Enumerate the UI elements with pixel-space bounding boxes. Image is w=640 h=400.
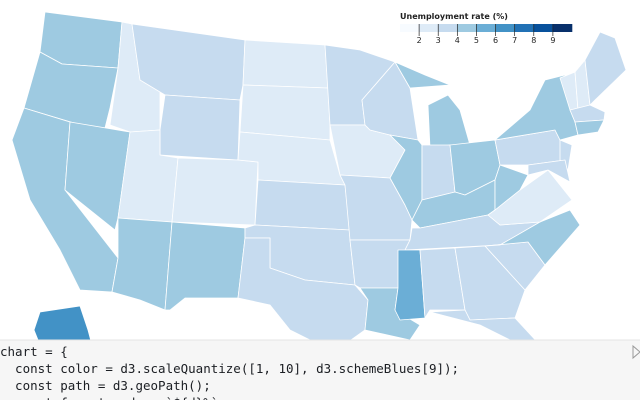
legend-tick-label: 4 — [455, 36, 460, 45]
legend-tick-label: 7 — [512, 36, 517, 45]
code-panel — [0, 340, 640, 400]
code-line: chart = { — [0, 344, 68, 359]
run-icon[interactable] — [632, 344, 640, 360]
legend-tick-label: 9 — [550, 36, 555, 45]
code-line: const path = d3.geoPath(); — [0, 378, 211, 393]
code-cell: chart = { const color = d3.scaleQuantize… — [0, 344, 459, 400]
map — [11, 11, 627, 356]
region — [164, 221, 246, 311]
legend-swatch — [552, 24, 573, 32]
region — [569, 104, 606, 123]
region — [33, 305, 93, 346]
region — [171, 157, 259, 226]
legend-tick-label: 5 — [474, 36, 479, 45]
legend-swatch — [533, 24, 554, 32]
region — [484, 209, 581, 266]
legend-swatch — [400, 24, 420, 32]
legend: Unemployment rate (%) 2 3 4 5 6 7 8 9 — [400, 12, 573, 45]
legend-tick-label: 6 — [493, 36, 498, 45]
region — [64, 121, 131, 231]
legend-tick-label: 3 — [436, 36, 441, 45]
legend-swatch — [476, 24, 496, 32]
legend-tick-label: 2 — [417, 36, 422, 45]
region — [494, 164, 529, 211]
region — [159, 94, 241, 161]
legend-swatch — [495, 24, 515, 32]
code-line: const color = d3.scaleQuantize([1, 10], … — [0, 361, 459, 376]
legend-title: Unemployment rate (%) — [400, 12, 508, 21]
legend-swatch — [438, 24, 458, 32]
legend-swatch — [457, 24, 477, 32]
region — [574, 119, 605, 136]
region — [421, 144, 456, 201]
code-line: const format = d => `${d}%`; — [0, 395, 226, 400]
region — [419, 247, 466, 319]
region — [527, 159, 571, 183]
legend-swatch — [514, 24, 535, 32]
region — [242, 39, 329, 89]
region — [254, 179, 351, 231]
region — [111, 217, 173, 311]
legend-swatch — [419, 24, 439, 32]
legend-tick-label: 8 — [531, 36, 536, 45]
region — [239, 84, 331, 141]
region — [584, 31, 627, 106]
region — [429, 309, 541, 346]
